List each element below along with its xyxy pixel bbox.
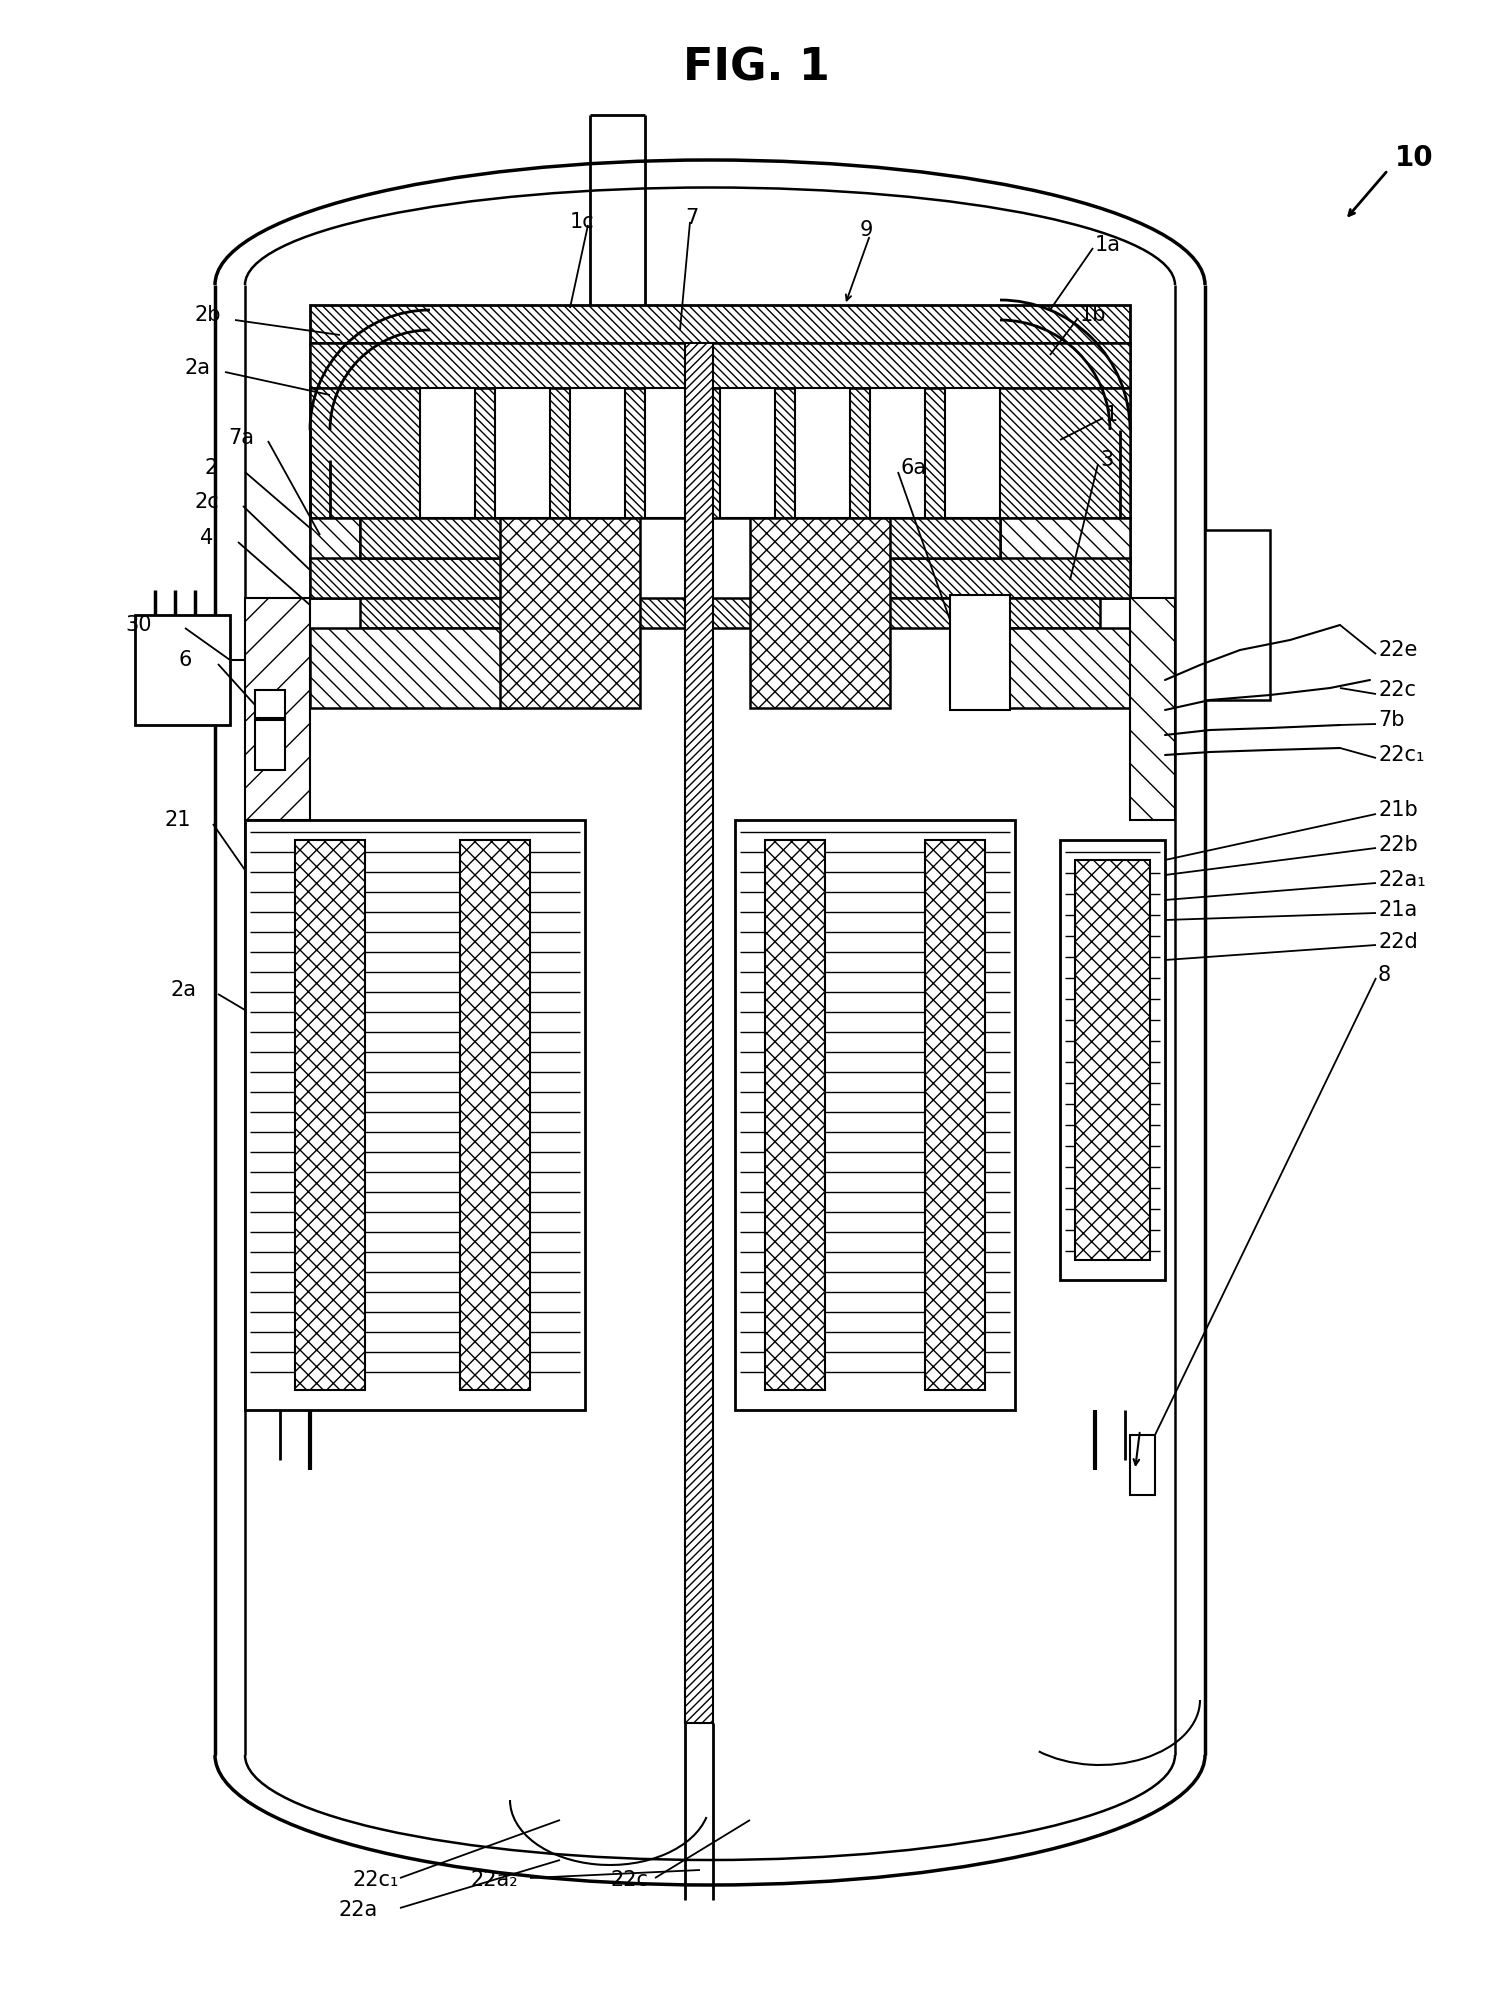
Text: 22e: 22e bbox=[1377, 640, 1417, 660]
Text: FIG. 1: FIG. 1 bbox=[682, 46, 830, 90]
Bar bbox=[360, 518, 559, 558]
Bar bbox=[245, 598, 310, 821]
Bar bbox=[310, 518, 360, 598]
Text: 4: 4 bbox=[200, 528, 213, 548]
Text: 2b: 2b bbox=[195, 305, 221, 325]
Bar bbox=[310, 387, 1129, 518]
Bar bbox=[310, 628, 510, 708]
Text: 6: 6 bbox=[178, 650, 192, 670]
Bar bbox=[295, 841, 364, 1391]
Text: 10: 10 bbox=[1396, 145, 1433, 173]
Text: 9: 9 bbox=[860, 221, 874, 241]
Bar bbox=[685, 343, 714, 1722]
Bar bbox=[720, 387, 776, 518]
Bar bbox=[500, 518, 640, 708]
Bar bbox=[999, 628, 1129, 708]
Text: 21a: 21a bbox=[1377, 899, 1417, 919]
Bar bbox=[1129, 1435, 1155, 1495]
Text: 1c: 1c bbox=[570, 213, 594, 233]
Bar bbox=[494, 387, 550, 518]
Bar bbox=[869, 558, 1129, 598]
Bar bbox=[460, 841, 531, 1391]
Text: 2: 2 bbox=[206, 458, 218, 478]
Bar bbox=[310, 305, 1129, 343]
Bar bbox=[869, 387, 925, 518]
Text: 21: 21 bbox=[165, 811, 192, 831]
Bar bbox=[1205, 530, 1270, 700]
Bar bbox=[646, 387, 700, 518]
Text: 22b: 22b bbox=[1377, 835, 1418, 855]
Bar bbox=[570, 387, 624, 518]
Bar bbox=[925, 841, 984, 1391]
Text: 7: 7 bbox=[685, 209, 699, 229]
Bar bbox=[360, 598, 1101, 628]
Bar bbox=[1060, 841, 1166, 1280]
Text: 22c₁: 22c₁ bbox=[1377, 745, 1424, 765]
Text: 30: 30 bbox=[125, 614, 151, 634]
Bar bbox=[310, 343, 1129, 387]
Text: 22a: 22a bbox=[339, 1901, 378, 1921]
Bar bbox=[750, 518, 891, 708]
Text: 22c: 22c bbox=[1377, 680, 1417, 700]
Text: 22c₁: 22c₁ bbox=[352, 1871, 398, 1891]
Text: 6a: 6a bbox=[900, 458, 927, 478]
Bar bbox=[735, 821, 1015, 1411]
Text: 7b: 7b bbox=[1377, 710, 1405, 731]
Text: 22c: 22c bbox=[609, 1871, 649, 1891]
Text: 1: 1 bbox=[1105, 405, 1119, 425]
Bar bbox=[945, 387, 999, 518]
Bar bbox=[1075, 861, 1151, 1260]
Text: 1a: 1a bbox=[1095, 235, 1120, 255]
Text: 2c: 2c bbox=[195, 492, 219, 512]
Text: 2a: 2a bbox=[169, 979, 197, 999]
Bar bbox=[256, 690, 284, 719]
Text: 22d: 22d bbox=[1377, 931, 1418, 951]
Text: 21b: 21b bbox=[1377, 801, 1418, 821]
Bar bbox=[245, 821, 585, 1411]
Text: 22a₂: 22a₂ bbox=[470, 1871, 517, 1891]
Text: 1b: 1b bbox=[1080, 305, 1107, 325]
Bar bbox=[869, 518, 999, 558]
Bar bbox=[256, 721, 284, 771]
Text: 7a: 7a bbox=[228, 427, 254, 448]
Text: 8: 8 bbox=[1377, 965, 1391, 985]
Bar bbox=[765, 841, 826, 1391]
Bar bbox=[135, 614, 230, 725]
Bar bbox=[950, 594, 1010, 710]
Bar bbox=[1129, 598, 1175, 821]
Bar bbox=[795, 387, 850, 518]
Bar bbox=[310, 343, 420, 564]
Text: 3: 3 bbox=[1101, 450, 1113, 470]
Bar bbox=[310, 558, 510, 598]
Bar bbox=[999, 343, 1129, 564]
Text: 22a₁: 22a₁ bbox=[1377, 869, 1426, 889]
Bar bbox=[999, 518, 1129, 598]
Bar bbox=[420, 387, 475, 518]
Text: 2a: 2a bbox=[184, 357, 212, 377]
